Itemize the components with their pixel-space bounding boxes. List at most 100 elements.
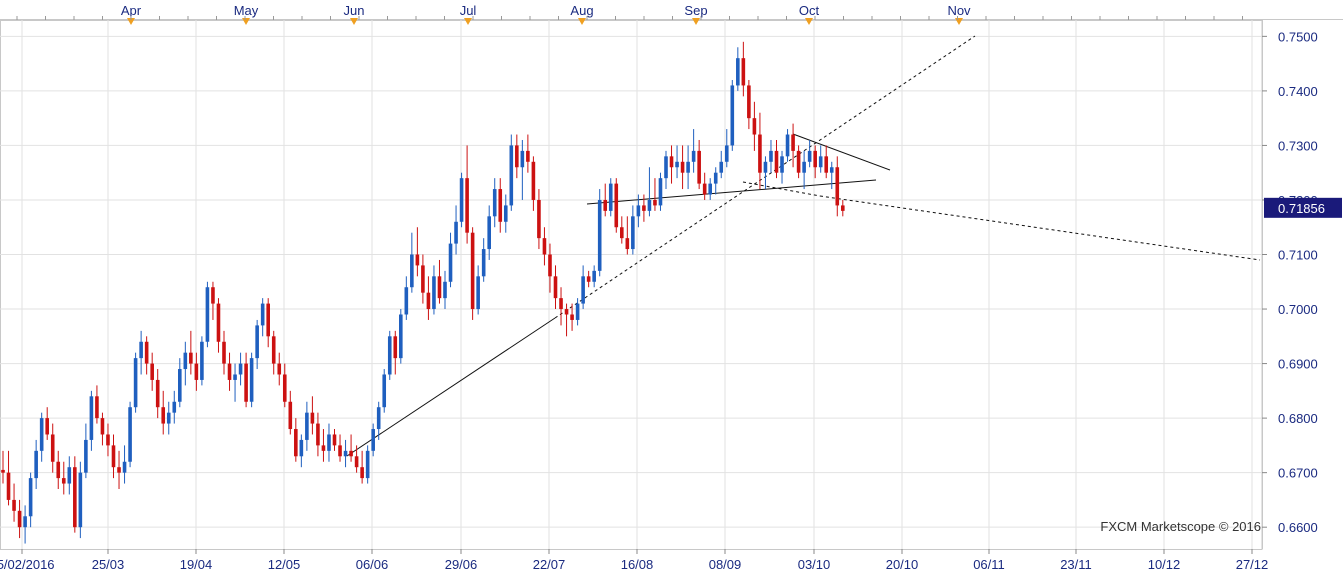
candle xyxy=(686,145,690,190)
candle-body xyxy=(216,303,221,342)
x-tick-label: 23/11 xyxy=(1060,557,1092,572)
candle xyxy=(17,499,22,539)
candle-body xyxy=(669,156,674,168)
candle xyxy=(813,145,817,179)
candle xyxy=(835,156,840,217)
candle xyxy=(277,352,282,386)
x-tick-label: 20/10 xyxy=(886,557,919,572)
candle xyxy=(338,434,342,462)
candle-body xyxy=(769,150,773,162)
candle xyxy=(45,407,49,440)
candle-body xyxy=(653,199,657,206)
y-tick-label: 0.6800 xyxy=(1278,411,1318,426)
candle-body xyxy=(697,150,701,184)
candle xyxy=(360,450,364,484)
pattern-connector xyxy=(742,181,821,197)
candle xyxy=(139,330,143,375)
candle xyxy=(56,450,61,490)
candle xyxy=(498,178,503,233)
candle-body xyxy=(23,516,27,528)
candle-body xyxy=(553,276,558,299)
candle-body xyxy=(200,341,204,380)
month-label: Nov xyxy=(947,3,971,18)
candle-body xyxy=(818,156,823,168)
candle xyxy=(581,265,585,310)
candle-body xyxy=(631,216,635,250)
candle-body xyxy=(294,429,298,457)
candle xyxy=(1,450,5,484)
candle-body xyxy=(531,161,536,200)
candle xyxy=(702,172,707,200)
y-tick-label: 0.7300 xyxy=(1278,138,1318,153)
candle xyxy=(271,330,276,375)
candle xyxy=(310,396,315,435)
candle xyxy=(365,445,370,484)
candle-body xyxy=(415,254,420,266)
candle xyxy=(802,150,806,190)
x-tick-label: 06/11 xyxy=(973,557,1005,572)
candle-body xyxy=(178,369,182,402)
candle-body xyxy=(255,325,259,359)
candle xyxy=(238,352,243,386)
candle xyxy=(106,423,110,457)
candle xyxy=(470,227,475,320)
candle-body xyxy=(327,434,331,451)
candle xyxy=(503,194,508,233)
candle xyxy=(487,205,491,260)
candle xyxy=(642,194,646,222)
candle-body xyxy=(1,469,5,473)
x-tick-label: 03/10 xyxy=(798,557,831,572)
candle xyxy=(769,139,773,173)
resistance-line xyxy=(792,133,891,171)
candle-body xyxy=(625,238,630,250)
y-tick-label: 0.7000 xyxy=(1278,302,1318,317)
candle-body xyxy=(476,276,480,310)
candle-body xyxy=(183,352,188,370)
candle xyxy=(653,178,657,211)
candle-body xyxy=(443,281,447,299)
month-marker xyxy=(464,18,472,25)
candle xyxy=(50,423,55,473)
candle-body xyxy=(349,450,353,457)
x-tick-label: 22/07 xyxy=(533,557,566,572)
candle xyxy=(509,134,514,211)
candle-body xyxy=(399,314,403,359)
candle-body xyxy=(503,205,508,222)
candle-body xyxy=(481,249,486,277)
x-tick-label: 29/06 xyxy=(445,557,478,572)
candle xyxy=(100,412,105,446)
candle xyxy=(824,145,829,179)
month-marker xyxy=(578,18,586,25)
candle-body xyxy=(12,499,16,511)
candle-body xyxy=(581,276,585,304)
candle xyxy=(28,472,33,528)
candle-body xyxy=(575,303,580,320)
candle xyxy=(89,390,94,451)
candle xyxy=(305,401,309,451)
candle-body xyxy=(67,467,72,484)
candle-body xyxy=(61,478,66,484)
candle xyxy=(647,167,652,217)
candle xyxy=(426,276,431,320)
candle-body xyxy=(266,303,270,337)
month-label: Oct xyxy=(799,3,820,18)
candle xyxy=(774,139,779,179)
y-tick-label: 0.6600 xyxy=(1278,520,1318,535)
candle-body xyxy=(570,314,574,320)
candle xyxy=(189,330,193,375)
candle-body xyxy=(465,178,469,233)
x-tick-label: 08/09 xyxy=(709,557,742,572)
candle-body xyxy=(194,363,199,380)
candle-body xyxy=(17,510,22,528)
candle-body xyxy=(824,156,829,173)
candle-body xyxy=(95,396,99,419)
candle xyxy=(260,298,265,337)
y-tick-label: 0.7400 xyxy=(1278,84,1318,99)
candle-body xyxy=(713,172,718,184)
candle-body xyxy=(45,418,49,435)
candle xyxy=(620,216,624,244)
candle xyxy=(61,461,66,495)
candle xyxy=(625,216,630,255)
